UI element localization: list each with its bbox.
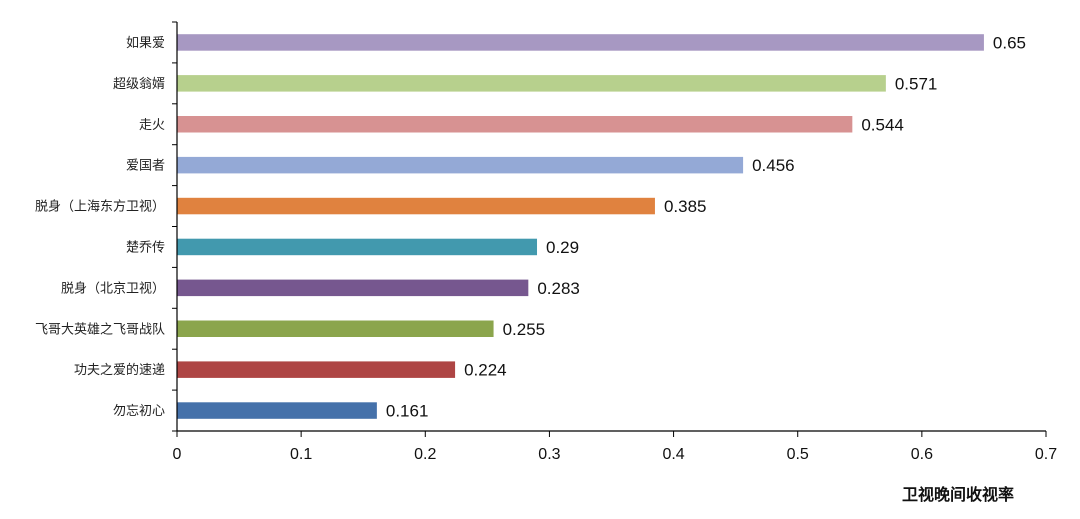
x-tick-label-1: 0.1 (290, 446, 312, 463)
category-label-3: 爱国者 (126, 159, 165, 174)
x-tick-label-5: 0.5 (787, 446, 809, 463)
category-label-8: 功夫之爱的速递 (74, 362, 165, 378)
x-tick-label-6: 0.6 (911, 446, 933, 463)
x-tick-label-2: 0.2 (414, 446, 436, 463)
category-label-7: 飞哥大英雄之飞哥战队 (35, 322, 165, 337)
category-label-2: 走火 (139, 118, 165, 133)
category-label-6: 脱身（北京卫视） (61, 280, 165, 296)
value-label-5: 0.29 (546, 238, 579, 257)
bar-1 (177, 75, 886, 92)
bar-9 (177, 402, 377, 419)
bars-group (177, 34, 984, 419)
x-tick-label-0: 0 (173, 446, 182, 463)
x-axis-title: 卫视晚间收视率 (902, 485, 1014, 504)
value-label-0: 0.65 (993, 33, 1026, 52)
value-labels: 0.65 0.571 0.544 0.456 0.385 0.29 0.283 0.255 0.… (386, 33, 1026, 420)
bar-5 (177, 238, 538, 256)
x-axis-ticks: 0 0.1 0.2 0.3 0.4 0.5 0.6 0.7 (173, 431, 1057, 463)
value-label-7: 0.255 (503, 320, 546, 339)
bar-0 (177, 34, 984, 51)
value-label-3: 0.456 (752, 156, 795, 175)
bar-8 (177, 361, 456, 378)
value-label-2: 0.544 (861, 115, 904, 134)
bar-7 (177, 320, 494, 337)
value-label-6: 0.283 (537, 279, 580, 298)
x-tick-label-4: 0.4 (662, 446, 684, 463)
category-label-4: 脱身（上海东方卫视） (35, 199, 165, 215)
x-tick-label-3: 0.3 (538, 446, 560, 463)
bar-3 (177, 156, 744, 174)
bar-4 (177, 197, 655, 215)
category-label-9: 勿忘初心 (113, 404, 165, 419)
value-label-4: 0.385 (664, 197, 707, 216)
category-label-1: 超级翁婿 (113, 77, 165, 92)
x-tick-label-7: 0.7 (1035, 446, 1057, 463)
category-label-5: 楚乔传 (126, 240, 165, 255)
category-label-0: 如果爱 (126, 35, 165, 51)
value-label-9: 0.161 (386, 402, 429, 421)
value-label-8: 0.224 (464, 361, 507, 380)
bar-2 (177, 116, 853, 133)
bar-6 (177, 279, 529, 297)
value-label-1: 0.571 (895, 74, 938, 93)
y-axis-ticks (172, 21, 177, 432)
